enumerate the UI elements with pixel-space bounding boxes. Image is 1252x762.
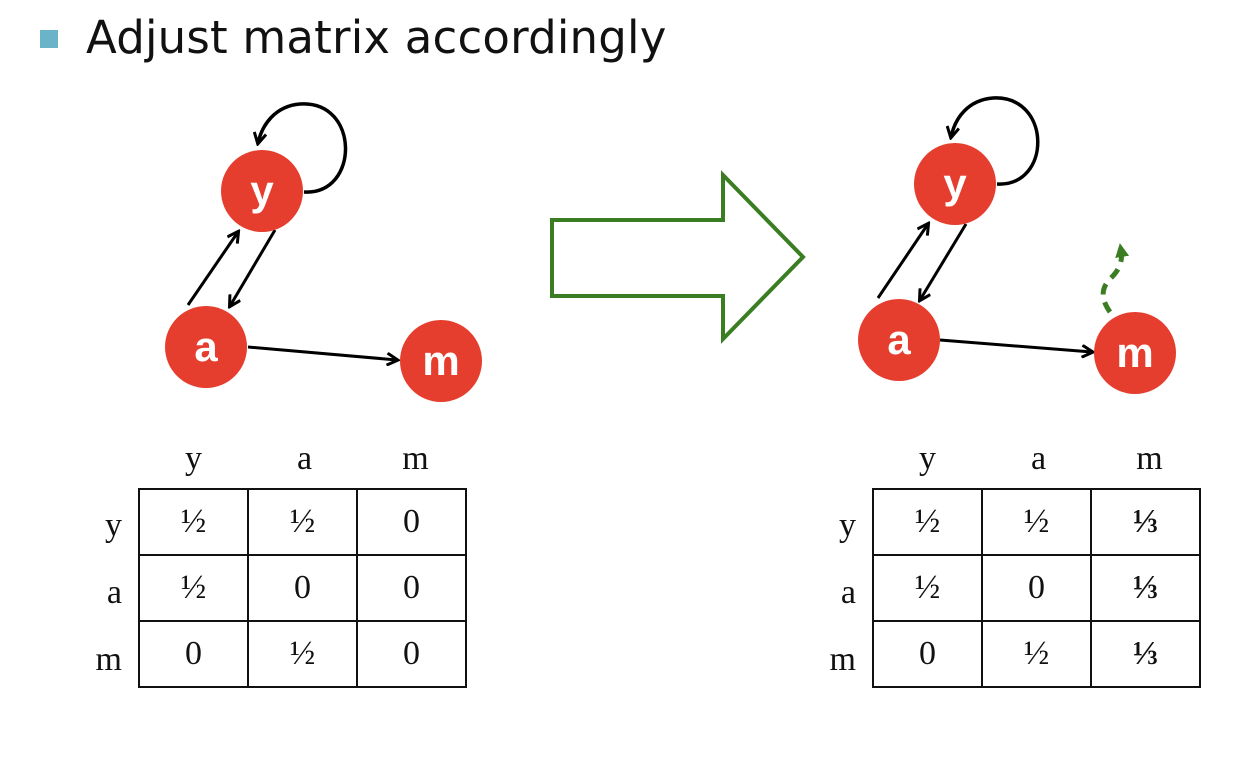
right-node-m: m (1094, 312, 1176, 394)
left-edge-a-to-y (186, 232, 238, 306)
matrix-cell: 0 (872, 620, 983, 688)
left-node-a: a (165, 306, 247, 388)
left-node-m: m (400, 320, 482, 402)
row-header: a (106, 574, 122, 611)
right-node-a: a (858, 299, 940, 381)
left-graph: y a m (165, 102, 482, 402)
right-node-y: y (914, 143, 996, 225)
slide-title: Adjust matrix accordingly (86, 10, 667, 64)
matrix-cell: 0 (981, 554, 1092, 622)
col-header: m (1136, 440, 1163, 477)
matrix-cell: 0 (356, 554, 467, 622)
node-label: m (422, 337, 459, 384)
col-header: y (919, 440, 936, 477)
node-label: y (943, 160, 967, 207)
matrix-cell: ½ (138, 554, 249, 622)
matrix-row: ½ 0 0 (138, 554, 467, 622)
node-label: y (250, 167, 274, 214)
matrix-cell: ½ (872, 488, 983, 556)
right-graph: y a m (858, 96, 1176, 394)
matrix-cell: ½ (981, 620, 1092, 688)
col-header: m (402, 440, 429, 477)
right-edge-y-to-a (920, 223, 968, 300)
col-header: y (185, 440, 202, 477)
row-header: y (839, 507, 856, 544)
left-edge-a-to-m (247, 345, 397, 360)
matrix-cell: ½ (981, 488, 1092, 556)
matrix-row: ½ 0 ⅓ (872, 554, 1201, 622)
matrix-row: ½ ½ 0 (138, 488, 467, 556)
matrix-cell: ½ (247, 620, 358, 688)
right-edge-a-to-y (876, 224, 928, 299)
node-label: m (1116, 329, 1153, 376)
node-label: a (194, 323, 218, 370)
col-header: a (296, 440, 313, 477)
node-label: a (887, 316, 911, 363)
row-header: y (105, 507, 122, 544)
title-row: Adjust matrix accordingly (40, 2, 667, 72)
right-edge-a-to-m (939, 338, 1092, 352)
matrix-cell: 0 (247, 554, 358, 622)
matrix-cell-teleport: ⅓ (1090, 488, 1201, 556)
matrix-cell: 0 (356, 488, 467, 556)
matrix-cell: 0 (138, 620, 249, 688)
left-self-loop-y (258, 102, 348, 194)
transition-arrow (550, 170, 806, 344)
row-header: m (829, 641, 856, 678)
matrix-row: 0 ½ ⅓ (872, 620, 1201, 688)
matrix-row: ½ ½ ⅓ (872, 488, 1201, 556)
left-matrix-table: ½ ½ 0 ½ 0 0 0 ½ 0 (138, 488, 467, 688)
matrix-row: 0 ½ 0 (138, 620, 467, 688)
matrix-cell-teleport: ⅓ (1090, 554, 1201, 622)
matrix-cell: ½ (872, 554, 983, 622)
right-teleport-arrow (1100, 243, 1130, 314)
matrix-cell: 0 (356, 620, 467, 688)
right-self-loop-y (951, 96, 1040, 186)
matrix-cell-teleport: ⅓ (1090, 620, 1201, 688)
bullet-square (40, 30, 58, 48)
row-header: a (840, 574, 856, 611)
left-edge-y-to-a (230, 229, 277, 306)
matrix-cell: ½ (247, 488, 358, 556)
col-header: a (1030, 440, 1047, 477)
matrix-cell: ½ (138, 488, 249, 556)
row-header: m (95, 641, 122, 678)
left-node-y: y (221, 150, 303, 232)
right-matrix-table: ½ ½ ⅓ ½ 0 ⅓ 0 ½ ⅓ (872, 488, 1201, 688)
